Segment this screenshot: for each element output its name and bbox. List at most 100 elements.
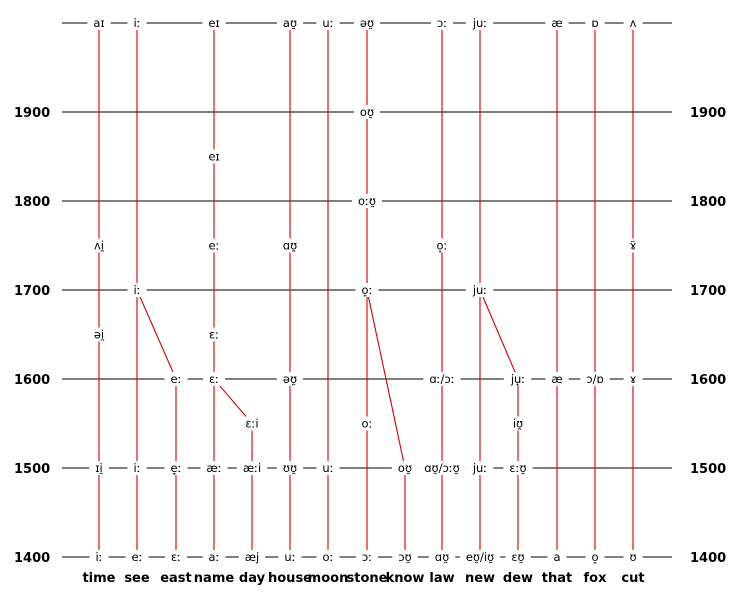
evolution-line [136, 289, 177, 380]
vowel-label: ɛː [202, 372, 226, 386]
vowel-label-text: əʊ̯ [283, 372, 297, 386]
vowel-label-text: ɔː [362, 550, 372, 564]
year-label-left-1600: 1600 [14, 373, 50, 388]
vowel-label: oʊ̯ [391, 461, 419, 475]
vowel-label: eʊ̯/iʊ̯ [459, 550, 501, 564]
vowel-label: iʊ̯ [506, 416, 530, 431]
word-fox: fox [584, 571, 608, 586]
vowel-label-text: eː [171, 372, 182, 386]
vowel-label-text: juː [472, 16, 487, 30]
vowel-label-text: juː [472, 283, 487, 297]
vowel-label-bg [465, 16, 494, 30]
vowel-label-text: uː [284, 550, 295, 564]
vowel-label: iː [127, 16, 147, 30]
vowel-label-bg [623, 550, 643, 564]
vowel-label-text: o̞ː [437, 239, 448, 253]
vowel-label-bg [418, 461, 466, 475]
vowel-label-bg [239, 416, 265, 431]
vowel-label-bg [236, 461, 268, 475]
vowel-label-text: ɑʊ̯ [435, 550, 449, 564]
vowel-label-text: iː [133, 283, 140, 297]
vowel-label-text: ɤ [630, 372, 637, 386]
vowel-label-text: uː [322, 461, 333, 475]
vowel-label-text: e̞ː [171, 461, 182, 475]
vowel-label-text: oʊ̯ [398, 461, 412, 475]
vowel-label: ʊ [623, 550, 643, 564]
vowel-label-text: eʊ̯/iʊ̯ [466, 550, 494, 564]
vowel-label-bg [164, 550, 188, 564]
vowel-label-text: ɛː [209, 372, 219, 386]
vowel-label-text: ʊʊ̯ [283, 461, 297, 475]
vowel-label-bg [276, 238, 304, 253]
word-house: house [268, 571, 312, 586]
vowel-label: ɤ̈ [623, 238, 643, 253]
year-label-left-1800: 1800 [14, 195, 50, 210]
vowel-label-text: uː [322, 16, 333, 30]
vowel-label-bg [276, 16, 304, 30]
vowel-label: a [547, 550, 567, 564]
vowel-label-text: oːʊ̯ [358, 194, 376, 208]
vowel-label: ɛːʊ̯ [503, 461, 533, 475]
vowel-label-bg [278, 550, 302, 564]
vowel-label: ɛː [202, 327, 226, 342]
year-label-right-1700: 1700 [690, 284, 726, 299]
vowel-label-text: ɑʊ̯/ɔːʊ̯ [424, 461, 460, 475]
vowel-label-text: əi̯ [94, 328, 105, 342]
vowel-label-bg [623, 238, 643, 253]
vowel-label: oʊ̯ [353, 105, 381, 119]
vowel-label-text: ɒ [591, 16, 598, 30]
vowel-label: juː [465, 16, 494, 30]
vowel-label-text: ɛː [171, 550, 181, 564]
vowel-label-bg [503, 372, 532, 386]
vowel-label-bg [353, 16, 381, 30]
vowel-label: oː [316, 550, 340, 564]
vowel-label-bg [127, 283, 147, 297]
vowel-label: eɪ [202, 16, 226, 30]
vowel-label: ɛː [164, 550, 188, 564]
vowel-label-bg [202, 238, 226, 253]
vowel-label-text: o̞ [591, 550, 598, 564]
vowel-label: uː [316, 461, 340, 475]
vowel-label-bg [200, 461, 228, 475]
vowel-label: ɛːi [239, 416, 265, 431]
vowel-labels: aɪ iː eɪ aʊ̯ uː əʊ̯ ɔː juː æ ɒ ʌ oʊ̯ eɪ oːʊ̯ ʌi̯ eː ɑʊ̯ o… [87, 16, 643, 564]
vowel-label: iː [127, 461, 147, 475]
vowel-label: æ [545, 372, 569, 386]
vowel-label-text: ɛːi [245, 417, 258, 431]
vowel-label-bg [202, 16, 226, 30]
word-labels: time see east name day house moon stone … [82, 571, 644, 586]
year-label-right-1900: 1900 [690, 106, 726, 121]
vowel-label: ɔʊ̯ [392, 550, 418, 564]
vowel-label-bg [547, 550, 567, 564]
vowel-label: ɑʊ̯ [428, 550, 456, 564]
vowel-label: ɔː [430, 16, 454, 30]
vowel-label-text: æ [551, 16, 562, 30]
vowel-label: ɔː [355, 550, 379, 564]
vowel-label-text: ʌ [630, 16, 637, 30]
vowel-label: æː [200, 461, 228, 475]
vowel-label-bg [238, 550, 266, 564]
year-label-left-1900: 1900 [14, 106, 50, 121]
vowel-label: ɑʊ̯ [276, 238, 304, 253]
vowel-label: o̞ [585, 550, 605, 564]
vowel-label-bg [585, 550, 605, 564]
vowel-label-bg [316, 461, 340, 475]
vowel-label-text: ju̟ː [510, 372, 525, 386]
vowel-label-bg [276, 372, 304, 386]
vowel-label-bg [351, 194, 383, 208]
vowel-label-text: eː [132, 550, 143, 564]
word-know: know [386, 571, 425, 586]
vowel-label-text: ɛːʊ̯ [509, 461, 526, 475]
vowel-label: iː [89, 550, 109, 564]
vowel-label-text: æ [551, 372, 562, 386]
vowel-label: æːi [236, 461, 268, 475]
vowel-label: aɪ [87, 16, 111, 30]
vowel-label: o̞ː [355, 283, 379, 297]
vowel-label: əi̯ [87, 327, 111, 342]
vowel-label-text: aː [209, 550, 220, 564]
vowel-label-text: a [553, 550, 560, 564]
vowel-label-bg [355, 550, 379, 564]
vowel-label: aː [202, 550, 226, 564]
year-labels-right: 1900 1800 1700 1600 1500 1400 [690, 106, 726, 566]
vowel-label: iː [127, 283, 147, 297]
